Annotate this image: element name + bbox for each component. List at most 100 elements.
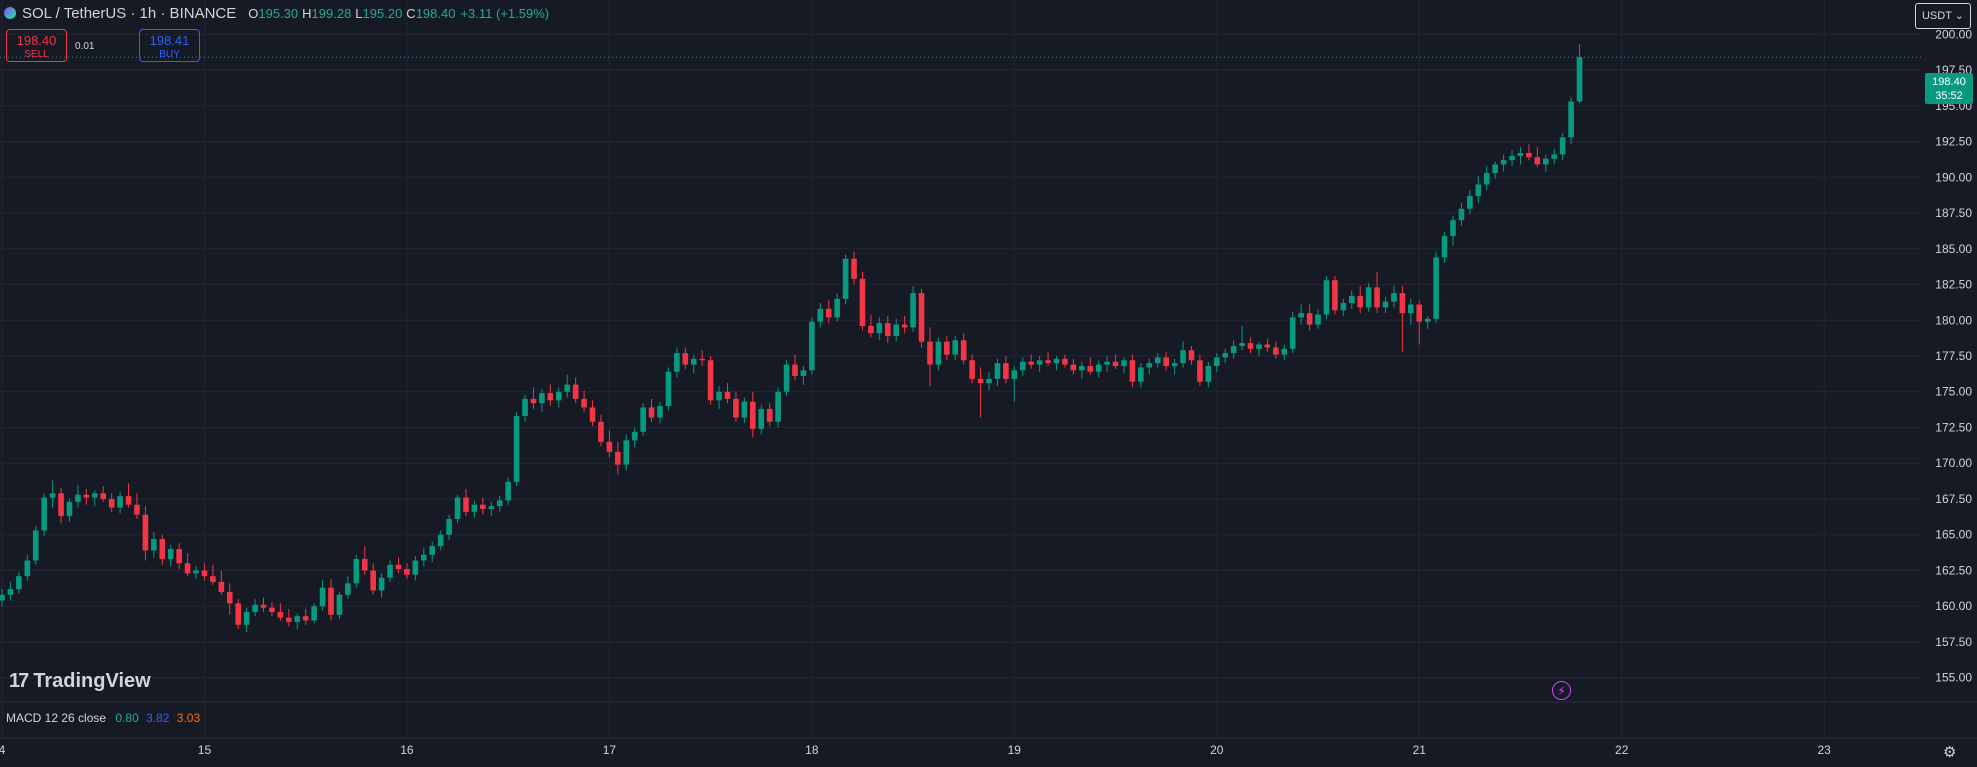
candle-body (1197, 360, 1203, 382)
candle-body (842, 258, 849, 299)
candle-body (24, 560, 31, 577)
solana-logo-icon (4, 7, 16, 19)
candle-body (876, 323, 883, 334)
y-tick-label: 165.00 (1935, 528, 1972, 542)
candle-body (1019, 361, 1026, 371)
candle-body (421, 554, 427, 561)
candle-body (218, 581, 225, 592)
candle-body (1163, 357, 1169, 367)
y-tick-label: 190.00 (1935, 170, 1972, 184)
candle-body (336, 594, 343, 615)
candle-body (117, 496, 123, 508)
candle-body (1551, 154, 1558, 159)
candle-body (167, 549, 174, 560)
candle-body (1036, 360, 1043, 365)
candle-body (1559, 137, 1566, 155)
candle-body (623, 440, 630, 465)
candle-body (724, 391, 731, 399)
time-axis[interactable]: 4 15 16 17 18 19 20 21 22 23 (0, 743, 1831, 757)
y-tick-label: 170.00 (1935, 456, 1972, 470)
candle-body (513, 416, 520, 482)
candle-body (1357, 295, 1363, 308)
candle-body (834, 298, 840, 318)
candle-body (235, 603, 242, 625)
candle-body (1416, 304, 1423, 322)
candle-body (1306, 313, 1313, 325)
lightning-icon[interactable]: ⚡ (1552, 681, 1571, 700)
candle-body (243, 611, 250, 625)
candle-body (1408, 304, 1414, 314)
candle-body (260, 604, 267, 608)
candle-body (1087, 366, 1094, 372)
candle-body (986, 378, 992, 384)
candle-body (1095, 364, 1102, 372)
candle-body (631, 431, 638, 441)
candle-body (286, 617, 292, 622)
buy-button[interactable]: 198.41 BUY (139, 29, 200, 62)
candle-body (496, 500, 503, 507)
candle-body (817, 308, 824, 322)
candle-body (58, 493, 64, 517)
candle-body (589, 407, 596, 422)
candle-body (480, 504, 486, 509)
candle-body (7, 589, 14, 595)
candle-body (1256, 344, 1262, 349)
candle-body (446, 518, 452, 535)
candle-body (1188, 350, 1195, 361)
tradingview-logo-icon: 17 (9, 670, 29, 692)
candle-body (809, 321, 815, 371)
y-tick-label: 200.00 (1935, 27, 1972, 41)
symbol-title[interactable]: SOL / TetherUS · 1h · BINANCE (22, 4, 237, 22)
x-tick-label: 16 (400, 743, 414, 757)
candle-body (1542, 158, 1549, 165)
low-value: 195.20 (362, 5, 403, 21)
open-label: O (248, 5, 259, 21)
candle-body (775, 391, 781, 422)
candle-body (49, 493, 56, 498)
candle-body (918, 293, 925, 342)
candle-body (977, 378, 984, 384)
candle-body (471, 504, 478, 512)
candle-body (868, 325, 874, 334)
candle-body (1011, 370, 1018, 379)
y-tick-label: 182.50 (1935, 278, 1972, 292)
candle-body (572, 384, 579, 399)
macd-legend[interactable]: MACD 12 26 close 0.80 3.82 3.03 (6, 711, 200, 725)
gear-icon[interactable]: ⚙ (1943, 744, 1957, 761)
candle-body (1433, 257, 1439, 319)
candle-body (1534, 157, 1541, 165)
x-tick-label: 17 (603, 743, 617, 757)
candle-body (505, 481, 511, 501)
candle-body (1079, 366, 1085, 371)
candle-body (429, 546, 436, 555)
y-tick-label: 185.00 (1935, 242, 1972, 256)
candle-body (16, 576, 22, 590)
tradingview-logo[interactable]: 17 TradingView (9, 670, 151, 693)
currency-selector[interactable]: USDT ⌄ (1914, 3, 1971, 29)
macd-histogram-value: 0.80 (115, 711, 139, 725)
candle-body (378, 577, 385, 591)
sell-button[interactable]: 198.40 SELL (6, 29, 67, 62)
candle-body (800, 370, 807, 377)
candle-body (1062, 358, 1068, 365)
candle-body (1104, 361, 1110, 365)
candle-body (851, 258, 857, 279)
candle-body (564, 384, 571, 392)
candle-body (176, 549, 182, 564)
sell-price: 198.40 (16, 33, 57, 48)
x-tick-label: 19 (1008, 743, 1022, 757)
candle-body (615, 451, 621, 465)
candle-body (100, 493, 107, 499)
last-price-value: 198.40 (1932, 76, 1966, 88)
macd-line-value: 3.82 (146, 711, 170, 725)
grid-lines (0, 0, 1923, 738)
candle-body (758, 408, 765, 429)
currency-label: USDT (1921, 10, 1952, 22)
candle-body (488, 506, 495, 509)
candle-body (547, 393, 554, 401)
candle-body (184, 563, 191, 574)
candle-body (75, 494, 81, 502)
candle-body (1213, 357, 1220, 367)
